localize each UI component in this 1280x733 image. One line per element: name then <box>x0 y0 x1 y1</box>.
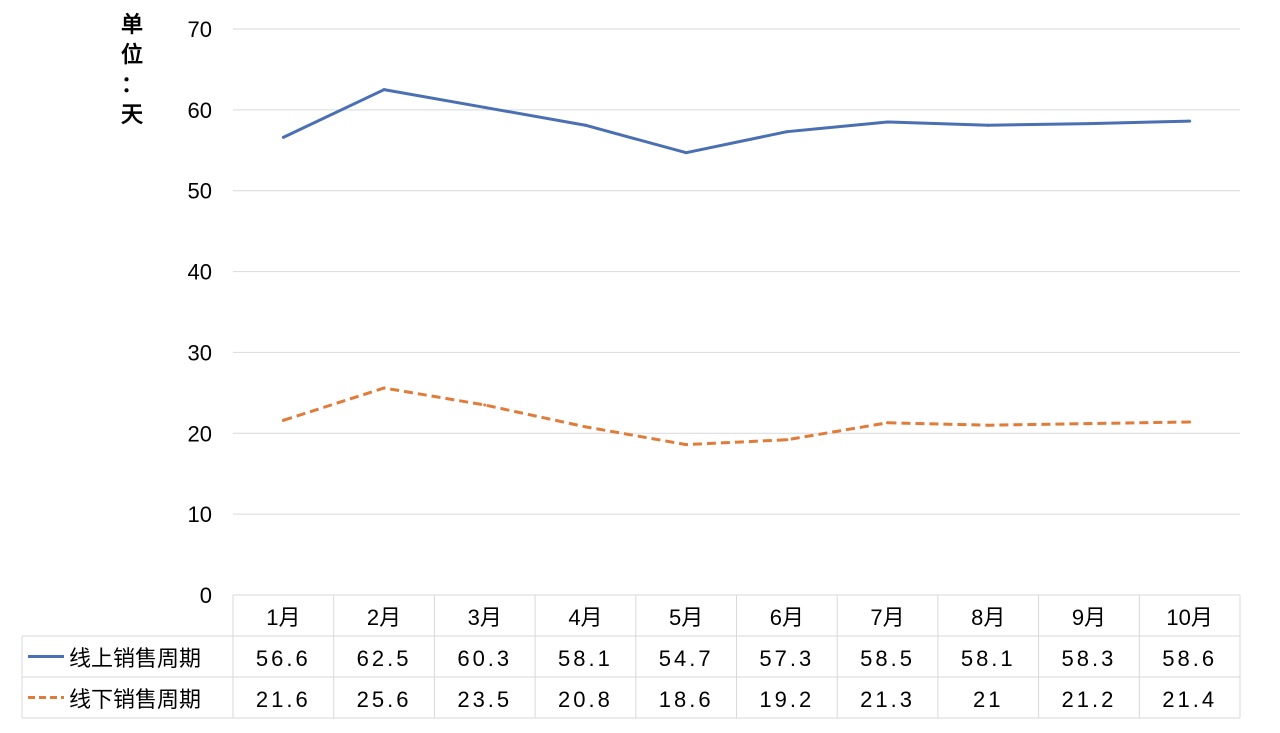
data-label: 21 <box>973 687 1003 712</box>
y-tick-label: 10 <box>188 502 212 527</box>
x-tick-label: 8月 <box>971 605 1005 630</box>
data-point <box>785 130 789 134</box>
data-label: 54.7 <box>659 646 714 671</box>
data-point <box>785 438 789 442</box>
data-label: 18.6 <box>659 687 714 712</box>
y-tick-label: 0 <box>200 583 212 608</box>
x-tick-label: 9月 <box>1072 605 1106 630</box>
data-point <box>1087 122 1091 126</box>
data-label: 58.6 <box>1162 646 1217 671</box>
data-label: 57.3 <box>759 646 814 671</box>
x-tick-label: 10月 <box>1166 605 1212 630</box>
legend-label: 线下销售周期 <box>69 687 201 712</box>
data-point <box>382 88 386 92</box>
data-point <box>1188 119 1192 123</box>
data-point <box>583 425 587 429</box>
data-label: 56.6 <box>256 646 311 671</box>
data-point <box>281 418 285 422</box>
x-tick-label: 6月 <box>770 605 804 630</box>
data-label: 21.4 <box>1162 687 1217 712</box>
data-point <box>382 386 386 390</box>
data-label: 58.3 <box>1062 646 1117 671</box>
data-label: 21.2 <box>1062 687 1117 712</box>
y-tick-label: 70 <box>188 17 212 42</box>
data-point <box>986 423 990 427</box>
data-point <box>684 151 688 155</box>
data-label: 21.3 <box>860 687 915 712</box>
data-label: 62.5 <box>357 646 412 671</box>
data-point <box>986 123 990 127</box>
data-label: 58.1 <box>961 646 1016 671</box>
data-label: 58.1 <box>558 646 613 671</box>
y-tick-label: 40 <box>188 260 212 285</box>
x-tick-label: 4月 <box>568 605 602 630</box>
data-point <box>281 135 285 139</box>
data-point <box>886 421 890 425</box>
data-point <box>483 105 487 109</box>
data-point <box>886 120 890 124</box>
y-tick-label: 60 <box>188 98 212 123</box>
data-label: 60.3 <box>457 646 512 671</box>
y-axis-unit-label: 单位：天 <box>121 12 144 127</box>
y-axis-ticks: 0 10 20 30 40 50 60 70 <box>188 17 212 608</box>
data-label: 25.6 <box>357 687 412 712</box>
data-point <box>483 403 487 407</box>
x-tick-label: 1月 <box>266 605 300 630</box>
y-tick-label: 30 <box>188 340 212 365</box>
x-tick-label: 2月 <box>367 605 401 630</box>
y-tick-label: 20 <box>188 421 212 446</box>
x-tick-label: 5月 <box>669 605 703 630</box>
y-tick-label: 50 <box>188 179 212 204</box>
series-line-2 <box>282 386 1190 447</box>
data-point <box>684 443 688 447</box>
data-label: 20.8 <box>558 687 613 712</box>
legend-label: 线上销售周期 <box>69 646 201 671</box>
data-point <box>583 123 587 127</box>
data-label: 21.6 <box>256 687 311 712</box>
gridlines <box>233 28 1240 515</box>
data-label: 58.5 <box>860 646 915 671</box>
x-tick-label: 7月 <box>870 605 904 630</box>
data-label: 23.5 <box>457 687 512 712</box>
series-lines <box>281 88 1192 447</box>
data-point <box>1087 422 1091 426</box>
series-line-1 <box>282 88 1190 155</box>
data-label: 19.2 <box>759 687 814 712</box>
data-point <box>1188 420 1192 424</box>
x-tick-label: 3月 <box>468 605 502 630</box>
